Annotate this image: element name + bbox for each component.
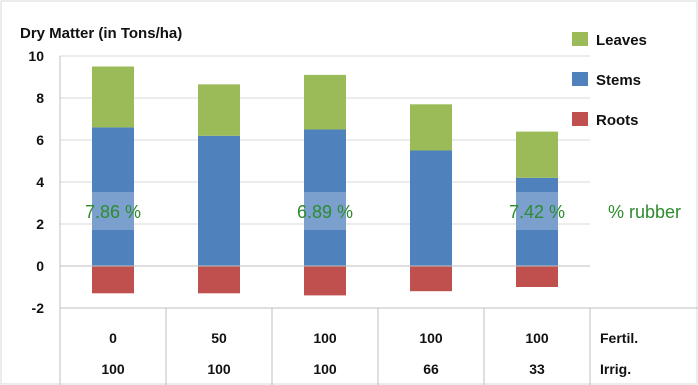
legend-swatch-leaves: [572, 32, 588, 46]
y-tick-labels: 10 8 6 4 2 0 -2: [28, 48, 44, 316]
bar-leaves: [410, 104, 452, 151]
y-tick-label: -2: [32, 300, 45, 316]
bar-roots: [92, 266, 134, 294]
category-table: 0 100 50 100 100 100 100 66 100 33 Fertil. Irrig.: [59, 307, 698, 385]
legend: Leaves Stems Roots: [572, 32, 647, 129]
irrig-label: 100: [313, 361, 337, 377]
bar-roots: [516, 266, 558, 287]
fertil-label: 50: [211, 330, 227, 346]
bar-stems: [516, 177, 558, 266]
bar-leaves: [198, 84, 240, 136]
rubber-highlight: [516, 192, 558, 230]
rubber-value-label: 7.86 %: [85, 202, 141, 222]
bar-roots: [410, 266, 452, 292]
legend-label-stems: Stems: [596, 72, 641, 89]
fertil-label: 100: [525, 330, 549, 346]
rubber-value-label: 7.42 %: [509, 202, 565, 222]
chart-title: Dry Matter (in Tons/ha): [20, 25, 182, 42]
bar-roots: [198, 266, 240, 294]
rubber-series-label: % rubber: [608, 202, 681, 222]
fertil-label: 100: [313, 330, 337, 346]
bar-stems: [198, 135, 240, 266]
rubber-value-label: 6.89 %: [297, 202, 353, 222]
legend-label-leaves: Leaves: [596, 32, 647, 49]
fertil-label: 0: [109, 330, 117, 346]
y-tick-label: 6: [36, 132, 44, 148]
bar-leaves: [304, 74, 346, 130]
legend-swatch-roots: [572, 112, 588, 126]
bar-leaves: [92, 66, 134, 128]
irrig-label: 33: [529, 361, 545, 377]
y-tick-label: 8: [36, 90, 44, 106]
legend-swatch-stems: [572, 72, 588, 86]
y-tick-label: 2: [36, 216, 44, 232]
bar-series: [92, 66, 558, 296]
rubber-annotations: 7.86 % 6.89 % 7.42 % % rubber: [85, 192, 681, 230]
bar-stems: [92, 127, 134, 267]
rubber-highlight: [92, 192, 134, 230]
bar-stems: [304, 129, 346, 266]
rubber-highlight: [304, 192, 346, 230]
y-tick-label: 10: [28, 48, 44, 64]
irrig-label: 100: [101, 361, 125, 377]
fertil-label: 100: [419, 330, 443, 346]
irrig-label: 100: [207, 361, 231, 377]
y-tick-label: 4: [36, 174, 44, 190]
irrig-row-label: Irrig.: [600, 361, 631, 377]
fertil-row-label: Fertil.: [600, 330, 638, 346]
bar-stems: [410, 150, 452, 266]
bar-roots: [304, 266, 346, 296]
y-tick-label: 0: [36, 258, 44, 274]
legend-label-roots: Roots: [596, 112, 639, 129]
bar-leaves: [516, 131, 558, 178]
irrig-label: 66: [423, 361, 439, 377]
